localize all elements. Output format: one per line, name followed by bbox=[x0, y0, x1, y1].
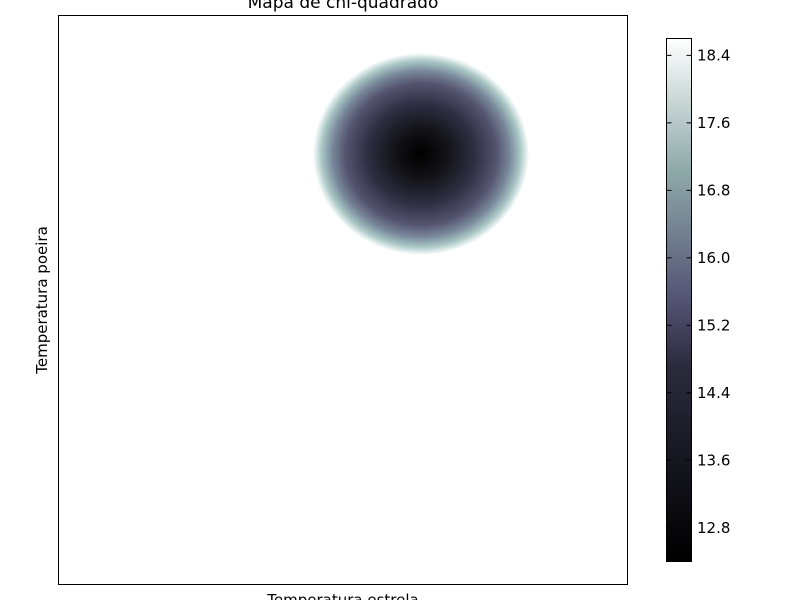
colorbar-tick-label: 15.2 bbox=[697, 316, 730, 334]
y-axis-label: Temperatura poeira bbox=[33, 226, 51, 375]
colorbar-fill bbox=[666, 38, 692, 562]
chi-square-minimum-region bbox=[313, 53, 529, 255]
chart-title: Mapa de chi-quadrado bbox=[248, 0, 439, 13]
colorbar-tick-label: 14.4 bbox=[697, 384, 730, 402]
colorbar-tick-label: 17.6 bbox=[697, 114, 730, 132]
colorbar-tick-label: 18.4 bbox=[697, 46, 730, 64]
plot-area bbox=[58, 15, 628, 585]
colorbar-tick-label: 13.6 bbox=[697, 451, 730, 469]
colorbar: 12.8 13.6 14.4 15.2 16.0 16.8 17.6 18.4 bbox=[666, 38, 730, 562]
colorbar-tick-label: 12.8 bbox=[697, 519, 730, 537]
colorbar-ticks: 12.8 13.6 14.4 15.2 16.0 16.8 17.6 18.4 bbox=[666, 46, 730, 537]
colorbar-tick-label: 16.8 bbox=[697, 181, 730, 199]
plot-frame bbox=[58, 15, 628, 585]
colorbar-tick-label: 16.0 bbox=[697, 249, 730, 267]
x-axis-label: Temperatura estrela bbox=[266, 591, 418, 600]
